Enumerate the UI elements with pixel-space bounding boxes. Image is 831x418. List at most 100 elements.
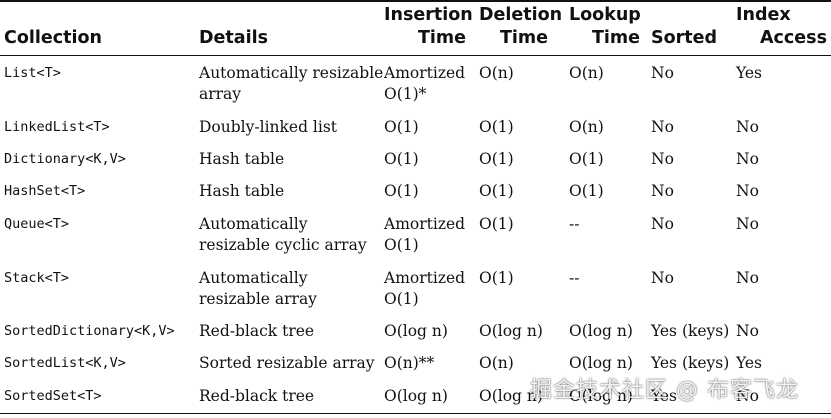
header-insertion-line1: Insertion (384, 5, 473, 25)
cell-details-line: array (199, 85, 242, 103)
cell-details: Doubly-linked list (199, 117, 337, 138)
header-index-access: Index Access (736, 4, 827, 50)
header-rule (0, 55, 831, 56)
cell-lookup: O(log n) (569, 354, 633, 372)
cell-insertion-line: Amortized (384, 64, 466, 82)
cell-details: Automatically resizable cyclic array (199, 214, 367, 256)
table-top-rule (0, 0, 831, 2)
cell-collection: Dictionary<K,V> (4, 151, 126, 167)
cell-deletion: O(log n) (479, 387, 543, 405)
cell-insertion: O(1) (384, 149, 419, 170)
header-deletion-line2: Time (500, 28, 549, 48)
header-lookup-line1: Lookup (569, 5, 641, 25)
cell-details-line: resizable cyclic array (199, 236, 367, 254)
cell-details-line: Sorted resizable array (199, 354, 375, 372)
cell-insertion: O(1) (384, 181, 419, 202)
cell-insertion: Amortized O(1)* (384, 63, 465, 105)
cell-lookup: O(log n) (569, 387, 633, 405)
header-lookup: Lookup Time (569, 4, 641, 50)
cell-deletion: O(1) (479, 150, 514, 168)
cell-insertion-line: O(1) (384, 150, 419, 168)
cell-collection: SortedList<K,V> (4, 355, 126, 371)
cell-details: Red-black tree (199, 386, 314, 407)
cell-insertion-line: O(1)* (384, 85, 427, 103)
cell-lookup: O(log n) (569, 322, 633, 340)
cell-collection: SortedDictionary<K,V> (4, 323, 175, 339)
cell-lookup: O(1) (569, 150, 604, 168)
cell-lookup: -- (569, 215, 580, 233)
table-bottom-rule (0, 413, 831, 414)
cell-details: Red-black tree (199, 321, 314, 342)
cell-insertion-line: O(1) (384, 182, 419, 200)
cell-insertion-line: O(1) (384, 236, 419, 254)
cell-details-line: Hash table (199, 182, 285, 200)
cell-sorted: No (651, 182, 674, 200)
cell-deletion: O(log n) (479, 322, 543, 340)
cell-index-access: No (736, 322, 759, 340)
cell-lookup: -- (569, 269, 580, 287)
cell-index-access: No (736, 150, 759, 168)
header-collection: Collection (4, 28, 102, 48)
cell-insertion: O(log n) (384, 321, 448, 342)
header-lookup-line2: Time (592, 28, 641, 48)
cell-deletion: O(1) (479, 215, 514, 233)
cell-index-access: No (736, 269, 759, 287)
header-index-line2: Access (760, 28, 827, 48)
cell-lookup: O(n) (569, 118, 604, 136)
cell-lookup: O(n) (569, 64, 604, 82)
header-index-line1: Index (736, 5, 791, 25)
cell-details: Automatically resizable array (199, 63, 383, 105)
cell-collection: List<T> (4, 65, 61, 81)
cell-index-access: Yes (736, 354, 763, 372)
cell-insertion-line: Amortized (384, 269, 466, 287)
cell-lookup: O(1) (569, 182, 604, 200)
cell-sorted: No (651, 118, 674, 136)
cell-index-access: No (736, 182, 759, 200)
cell-index-access: No (736, 387, 759, 405)
cell-details-line: Red-black tree (199, 387, 315, 405)
cell-details: Automatically resizable array (199, 268, 317, 310)
cell-details-line: Automatically (199, 215, 308, 233)
header-insertion-line2: Time (418, 28, 467, 48)
cell-collection: SortedSet<T> (4, 388, 102, 404)
cell-collection: Stack<T> (4, 270, 70, 286)
cell-deletion: O(1) (479, 182, 514, 200)
cell-details: Sorted resizable array (199, 353, 375, 374)
cell-collection: HashSet<T> (4, 183, 86, 199)
cell-insertion-line: O(log n) (384, 387, 448, 405)
cell-details-line: Automatically (199, 269, 308, 287)
cell-insertion-line: O(1) (384, 118, 419, 136)
header-sorted: Sorted (651, 28, 718, 48)
cell-details-line: Hash table (199, 150, 285, 168)
cell-index-access: Yes (736, 64, 763, 82)
header-deletion-line1: Deletion (479, 5, 563, 25)
cell-collection: Queue<T> (4, 216, 70, 232)
cell-deletion: O(1) (479, 269, 514, 287)
cell-details-line: Automatically resizable (199, 64, 384, 82)
cell-details-line: resizable array (199, 290, 317, 308)
cell-sorted: Yes (keys) (651, 354, 730, 372)
cell-insertion: O(n)** (384, 353, 434, 374)
header-deletion: Deletion Time (479, 4, 562, 50)
cell-sorted: No (651, 64, 674, 82)
cell-deletion: O(n) (479, 64, 514, 82)
cell-details-line: Red-black tree (199, 322, 315, 340)
cell-sorted: Yes (keys) (651, 322, 730, 340)
cell-insertion-line: O(1) (384, 290, 419, 308)
watermark: 掘金技术社区 @ 布客飞龙 (530, 378, 799, 403)
header-insertion: Insertion Time (384, 4, 473, 50)
cell-sorted: No (651, 150, 674, 168)
cell-insertion-line: O(n)** (384, 354, 435, 372)
header-details: Details (199, 28, 268, 48)
cell-sorted: Yes (651, 387, 678, 405)
cell-index-access: No (736, 118, 759, 136)
cell-sorted: No (651, 269, 674, 287)
cell-collection: LinkedList<T> (4, 119, 110, 135)
cell-insertion-line: Amortized (384, 215, 466, 233)
cell-insertion: Amortized O(1) (384, 214, 465, 256)
cell-insertion: Amortized O(1) (384, 268, 465, 310)
cell-details: Hash table (199, 149, 284, 170)
cell-details: Hash table (199, 181, 284, 202)
cell-details-line: Doubly-linked list (199, 118, 338, 136)
